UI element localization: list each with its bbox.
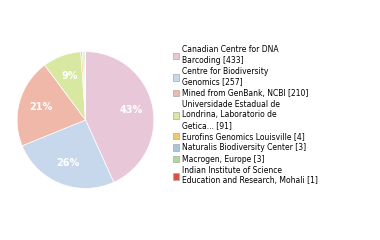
Text: 9%: 9% — [61, 71, 78, 81]
Wedge shape — [82, 52, 86, 120]
Wedge shape — [85, 52, 86, 120]
Wedge shape — [22, 120, 114, 188]
Wedge shape — [84, 52, 86, 120]
Wedge shape — [17, 65, 85, 146]
Text: 21%: 21% — [29, 102, 52, 113]
Legend: Canadian Centre for DNA
Barcoding [433], Centre for Biodiversity
Genomics [257],: Canadian Centre for DNA Barcoding [433],… — [171, 44, 320, 187]
Wedge shape — [81, 52, 86, 120]
Text: 26%: 26% — [57, 158, 80, 168]
Text: 43%: 43% — [119, 105, 142, 115]
Wedge shape — [45, 52, 86, 120]
Wedge shape — [86, 52, 154, 182]
